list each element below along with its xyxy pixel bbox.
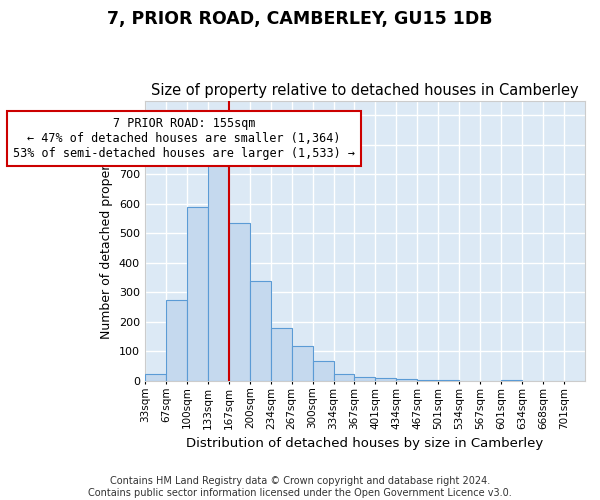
Bar xyxy=(355,378,376,381)
Bar xyxy=(187,207,208,381)
Bar xyxy=(376,378,397,381)
Bar xyxy=(208,162,229,381)
Bar xyxy=(229,223,250,381)
Bar xyxy=(313,361,334,381)
Bar xyxy=(145,374,166,381)
Bar xyxy=(271,328,292,381)
Bar xyxy=(397,378,417,381)
Bar xyxy=(501,380,522,381)
Bar xyxy=(292,346,313,381)
Text: 7 PRIOR ROAD: 155sqm
← 47% of detached houses are smaller (1,364)
53% of semi-de: 7 PRIOR ROAD: 155sqm ← 47% of detached h… xyxy=(13,117,355,160)
Text: 7, PRIOR ROAD, CAMBERLEY, GU15 1DB: 7, PRIOR ROAD, CAMBERLEY, GU15 1DB xyxy=(107,10,493,28)
X-axis label: Distribution of detached houses by size in Camberley: Distribution of detached houses by size … xyxy=(187,437,544,450)
Title: Size of property relative to detached houses in Camberley: Size of property relative to detached ho… xyxy=(151,83,579,98)
Bar xyxy=(250,280,271,381)
Bar xyxy=(334,374,355,381)
Text: Contains HM Land Registry data © Crown copyright and database right 2024.
Contai: Contains HM Land Registry data © Crown c… xyxy=(88,476,512,498)
Bar xyxy=(417,380,438,381)
Bar xyxy=(438,380,459,381)
Y-axis label: Number of detached properties: Number of detached properties xyxy=(100,142,113,340)
Bar xyxy=(166,300,187,381)
